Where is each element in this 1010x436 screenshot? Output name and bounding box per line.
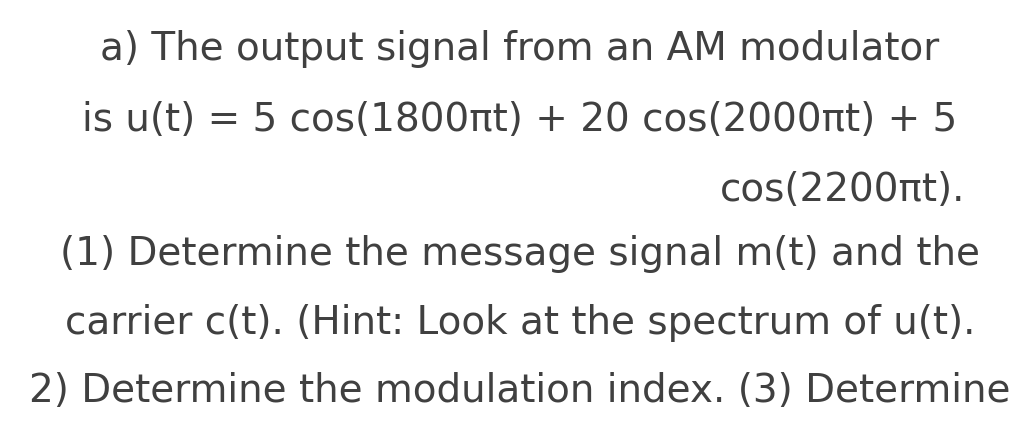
- Text: a) The output signal from an AM modulator: a) The output signal from an AM modulato…: [100, 30, 939, 68]
- Text: (1) Determine the message signal m(t) and the: (1) Determine the message signal m(t) an…: [60, 235, 980, 273]
- Text: carrier c(t). (Hint: Look at the spectrum of u(t).: carrier c(t). (Hint: Look at the spectru…: [65, 304, 975, 342]
- Text: 2) Determine the modulation index. (3) Determine: 2) Determine the modulation index. (3) D…: [29, 372, 1010, 410]
- Text: is u(t) = 5 cos(1800πt) + 20 cos(2000πt) + 5: is u(t) = 5 cos(1800πt) + 20 cos(2000πt)…: [82, 101, 957, 139]
- Text: cos(2200πt).: cos(2200πt).: [720, 171, 966, 209]
